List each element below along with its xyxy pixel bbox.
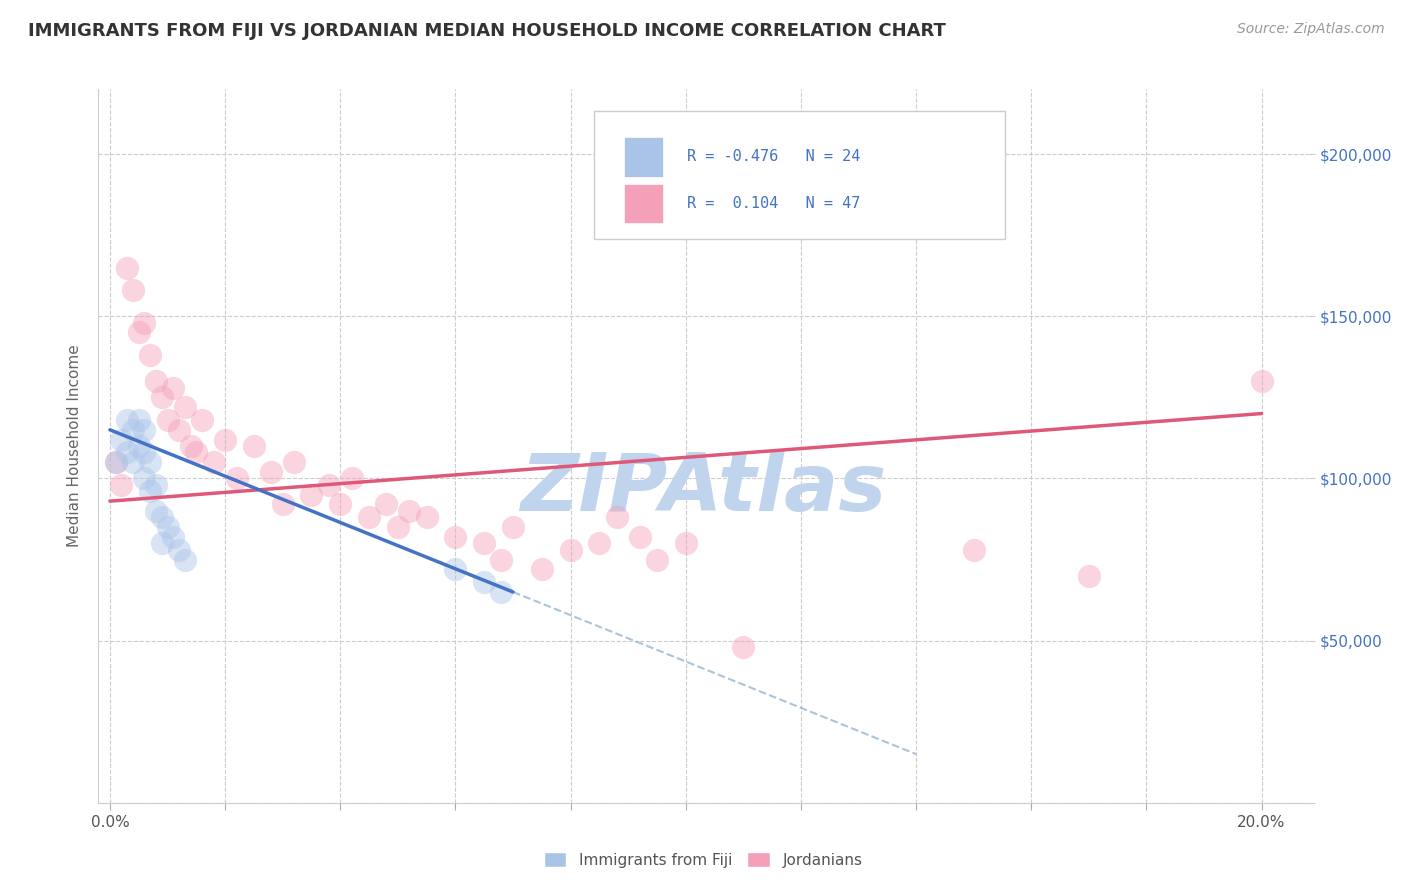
Point xyxy=(145,478,167,492)
Point xyxy=(173,400,195,414)
Point xyxy=(139,484,162,499)
Point xyxy=(375,497,398,511)
Bar xyxy=(624,184,664,223)
Bar xyxy=(624,137,664,177)
Point xyxy=(128,326,150,340)
Point xyxy=(139,455,162,469)
Point xyxy=(115,413,138,427)
Point xyxy=(128,413,150,427)
Point xyxy=(398,504,420,518)
Point xyxy=(167,542,190,557)
Point xyxy=(110,433,132,447)
Text: R =  0.104   N = 47: R = 0.104 N = 47 xyxy=(688,196,860,211)
Point xyxy=(415,510,437,524)
Point xyxy=(1077,568,1099,582)
FancyBboxPatch shape xyxy=(595,111,1005,239)
Point xyxy=(150,510,173,524)
Point xyxy=(283,455,305,469)
Text: IMMIGRANTS FROM FIJI VS JORDANIAN MEDIAN HOUSEHOLD INCOME CORRELATION CHART: IMMIGRANTS FROM FIJI VS JORDANIAN MEDIAN… xyxy=(28,22,946,40)
Point xyxy=(606,510,628,524)
Point xyxy=(225,471,247,485)
Point xyxy=(472,536,495,550)
Point xyxy=(145,374,167,388)
Point xyxy=(150,536,173,550)
Point xyxy=(1250,374,1272,388)
Point xyxy=(134,423,156,437)
Point xyxy=(472,575,495,590)
Point xyxy=(156,520,179,534)
Point xyxy=(962,542,984,557)
Text: R = -0.476   N = 24: R = -0.476 N = 24 xyxy=(688,150,860,164)
Point xyxy=(357,510,380,524)
Point xyxy=(173,552,195,566)
Point xyxy=(180,439,202,453)
Point xyxy=(134,471,156,485)
Text: Source: ZipAtlas.com: Source: ZipAtlas.com xyxy=(1237,22,1385,37)
Y-axis label: Median Household Income: Median Household Income xyxy=(67,344,83,548)
Point xyxy=(645,552,668,566)
Point xyxy=(733,640,755,654)
Point xyxy=(387,520,409,534)
Point xyxy=(318,478,340,492)
Point xyxy=(145,504,167,518)
Point xyxy=(128,439,150,453)
Point xyxy=(444,562,467,576)
Point xyxy=(122,283,145,297)
Point xyxy=(214,433,236,447)
Point xyxy=(628,530,651,544)
Point xyxy=(491,552,513,566)
Point xyxy=(115,260,138,275)
Point xyxy=(122,423,145,437)
Point xyxy=(104,455,127,469)
Point xyxy=(560,542,582,557)
Point xyxy=(122,455,145,469)
Point xyxy=(301,488,323,502)
Point xyxy=(134,316,156,330)
Point xyxy=(110,478,132,492)
Point xyxy=(156,413,179,427)
Point xyxy=(243,439,266,453)
Point xyxy=(167,423,190,437)
Point xyxy=(104,455,127,469)
Point xyxy=(150,390,173,404)
Point xyxy=(530,562,553,576)
Point xyxy=(191,413,214,427)
Point xyxy=(340,471,363,485)
Point xyxy=(115,445,138,459)
Point xyxy=(202,455,225,469)
Point xyxy=(186,445,208,459)
Point xyxy=(329,497,352,511)
Point xyxy=(162,530,184,544)
Point xyxy=(502,520,524,534)
Point xyxy=(139,348,162,362)
Point xyxy=(675,536,697,550)
Point xyxy=(271,497,294,511)
Point xyxy=(260,465,283,479)
Legend: Immigrants from Fiji, Jordanians: Immigrants from Fiji, Jordanians xyxy=(537,846,869,873)
Point xyxy=(134,445,156,459)
Point xyxy=(444,530,467,544)
Point xyxy=(491,585,513,599)
Text: ZIPAtlas: ZIPAtlas xyxy=(520,450,886,528)
Point xyxy=(588,536,610,550)
Point xyxy=(162,381,184,395)
